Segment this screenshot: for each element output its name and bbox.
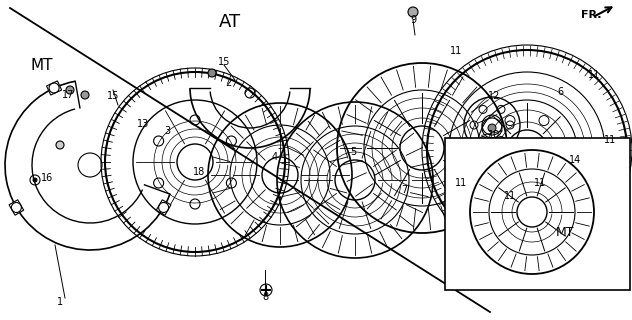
Text: 1: 1	[57, 297, 63, 307]
Circle shape	[66, 86, 74, 94]
Circle shape	[408, 7, 418, 17]
Text: 15: 15	[107, 91, 119, 101]
Text: MT: MT	[31, 58, 53, 73]
Text: 15: 15	[218, 57, 230, 67]
Text: 13: 13	[137, 119, 149, 129]
Text: FR.: FR.	[581, 10, 601, 20]
Circle shape	[56, 141, 64, 149]
Text: 4: 4	[272, 152, 278, 162]
Polygon shape	[156, 200, 171, 215]
Circle shape	[488, 124, 496, 132]
Polygon shape	[9, 200, 24, 215]
Circle shape	[81, 91, 89, 99]
Text: MT: MT	[556, 227, 574, 239]
Text: 5: 5	[350, 147, 356, 157]
Text: 10: 10	[488, 130, 500, 140]
Circle shape	[208, 69, 216, 77]
Text: 9: 9	[410, 15, 416, 25]
Text: 11: 11	[504, 191, 516, 201]
Text: 11: 11	[450, 46, 462, 56]
Circle shape	[455, 185, 465, 195]
Polygon shape	[47, 81, 62, 95]
Text: 2: 2	[225, 78, 231, 88]
Text: 14: 14	[569, 155, 581, 165]
Text: 11: 11	[455, 178, 467, 188]
Text: 11: 11	[604, 135, 616, 145]
Circle shape	[33, 178, 37, 182]
Text: 12: 12	[488, 91, 500, 101]
Text: 8: 8	[262, 292, 268, 302]
Text: 7: 7	[401, 185, 407, 195]
Text: 3: 3	[164, 126, 170, 136]
Text: 18: 18	[193, 167, 205, 177]
Text: 11: 11	[588, 70, 600, 80]
Text: AT: AT	[219, 13, 241, 31]
Text: 11: 11	[534, 178, 546, 188]
Text: 17: 17	[62, 90, 74, 100]
Text: 16: 16	[41, 173, 53, 183]
Text: 6: 6	[557, 87, 563, 97]
Bar	[445, 138, 630, 290]
